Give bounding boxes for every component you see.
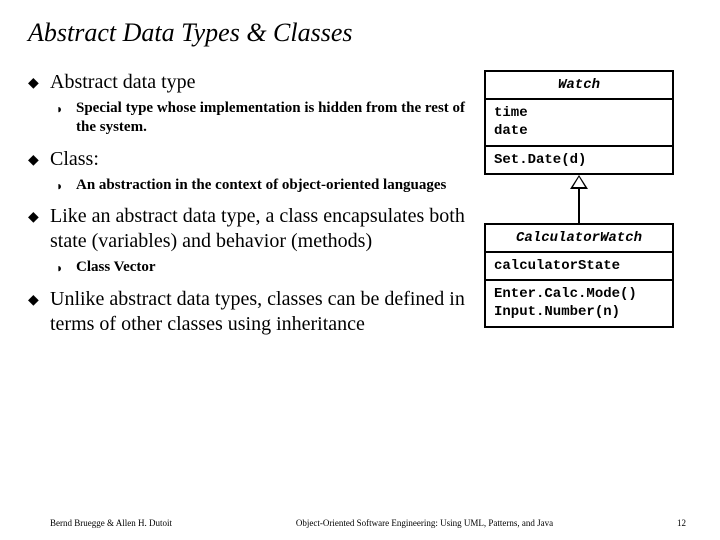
dot-icon: ◗ (56, 176, 76, 194)
diamond-icon: ◆ (28, 70, 50, 93)
bullet-inheritance: ◆ Unlike abstract data types, classes ca… (28, 287, 478, 337)
uml-class-watch: Watch time date Set.Date(d) (484, 70, 674, 175)
subbullet-text: Class Vector (76, 258, 478, 277)
subbullet-abstraction: ◗ An abstraction in the context of objec… (56, 176, 478, 195)
subbullet-text: Special type whose implementation is hid… (76, 99, 478, 137)
footer-page-number: 12 (677, 518, 686, 528)
slide: Abstract Data Types & Classes ◆ Abstract… (0, 0, 720, 540)
uml-operations: Enter.Calc.Mode() Input.Number(n) (486, 281, 672, 325)
footer-authors: Bernd Bruegge & Allen H. Dutoit (50, 518, 172, 528)
dot-icon: ◗ (56, 258, 76, 276)
text-column: ◆ Abstract data type ◗ Special type whos… (28, 70, 478, 341)
bullet-text: Unlike abstract data types, classes can … (50, 287, 478, 337)
bullet-abstract-data-type: ◆ Abstract data type (28, 70, 478, 95)
arrow-stem (578, 189, 580, 223)
dot-icon: ◗ (56, 99, 76, 117)
bullet-class: ◆ Class: (28, 147, 478, 172)
content-row: ◆ Abstract data type ◗ Special type whos… (28, 70, 692, 341)
uml-class-calculatorwatch: CalculatorWatch calculatorState Enter.Ca… (484, 223, 674, 328)
footer: Bernd Bruegge & Allen H. Dutoit Object-O… (0, 518, 720, 528)
bullet-text: Abstract data type (50, 70, 478, 95)
subbullet-text: An abstraction in the context of object-… (76, 176, 478, 195)
subbullet-class-vector: ◗ Class Vector (56, 258, 478, 277)
subbullet-special-type: ◗ Special type whose implementation is h… (56, 99, 478, 137)
bullet-text: Like an abstract data type, a class enca… (50, 204, 478, 254)
uml-attributes: calculatorState (486, 253, 672, 281)
bullet-text: Class: (50, 147, 478, 172)
uml-generalization-arrow (484, 175, 674, 223)
triangle-icon (570, 175, 588, 189)
footer-book-title: Object-Oriented Software Engineering: Us… (296, 518, 553, 528)
uml-class-name: CalculatorWatch (486, 225, 672, 253)
diamond-icon: ◆ (28, 204, 50, 227)
diamond-icon: ◆ (28, 147, 50, 170)
bullet-encapsulates: ◆ Like an abstract data type, a class en… (28, 204, 478, 254)
uml-attributes: time date (486, 100, 672, 146)
slide-title: Abstract Data Types & Classes (28, 18, 692, 48)
uml-class-name: Watch (486, 72, 672, 100)
diamond-icon: ◆ (28, 287, 50, 310)
uml-operations: Set.Date(d) (486, 147, 672, 173)
diagram-column: Watch time date Set.Date(d) CalculatorWa… (478, 70, 688, 341)
